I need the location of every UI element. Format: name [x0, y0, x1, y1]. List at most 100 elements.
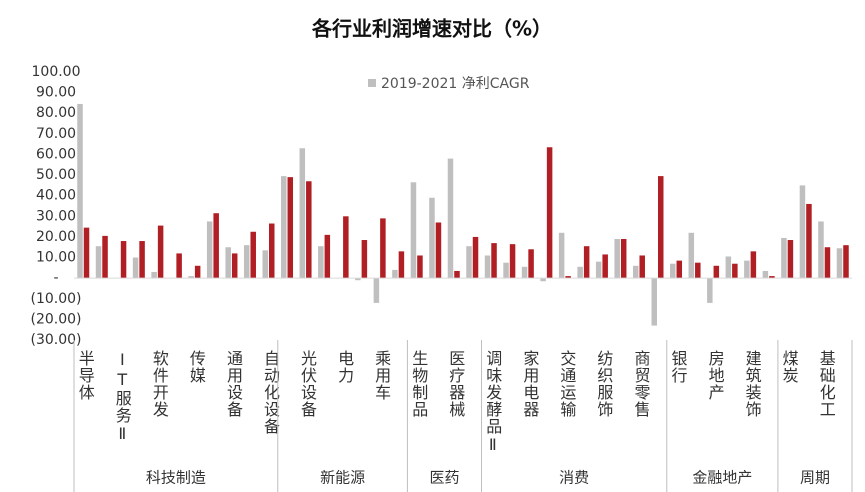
bar — [132, 257, 139, 279]
bar — [398, 251, 405, 279]
x-tick-label: 家用电器 — [520, 350, 539, 418]
bar — [614, 238, 620, 279]
bar — [213, 213, 219, 279]
bar — [380, 218, 386, 279]
bar — [595, 261, 602, 279]
legend-swatch — [368, 79, 376, 87]
bar — [410, 182, 417, 279]
bar — [521, 266, 528, 279]
y-tick-label: (30.00) — [30, 332, 81, 348]
legend-label: 2019-2021 净利CAGR — [381, 76, 530, 92]
x-tick-label: 乘用车 — [372, 350, 391, 401]
bar — [287, 177, 294, 279]
bar — [732, 263, 738, 279]
bar — [546, 147, 553, 279]
bar — [781, 237, 787, 279]
bar — [77, 103, 83, 279]
x-tick-label: 光伏设备 — [298, 350, 317, 418]
y-tick-label: 20.00 — [36, 229, 76, 245]
bar — [176, 253, 182, 279]
bar — [139, 241, 145, 279]
bar — [836, 248, 843, 279]
bar — [435, 222, 442, 279]
bar — [787, 240, 794, 279]
bar — [620, 238, 627, 279]
bar — [188, 276, 194, 279]
y-tick-label: 80.00 — [36, 105, 76, 121]
x-tick-label: 基础化工 — [817, 350, 836, 418]
group-label: 科技制造 — [146, 469, 206, 487]
bar — [206, 221, 213, 279]
bar — [318, 246, 324, 279]
y-tick-label: 30.00 — [36, 208, 76, 224]
bar — [151, 271, 157, 279]
x-tick-label: 银行 — [669, 350, 688, 384]
bar — [392, 269, 398, 279]
bar — [744, 260, 750, 279]
bar — [472, 236, 479, 279]
bar — [713, 265, 720, 279]
bar — [676, 260, 683, 279]
bar — [250, 231, 256, 279]
group-label: 医药 — [429, 469, 459, 487]
bar — [824, 247, 831, 279]
bar — [509, 244, 516, 279]
bar — [157, 225, 164, 279]
bar — [658, 176, 664, 279]
bar — [818, 221, 824, 279]
bar — [558, 232, 565, 279]
x-tick-label: 半导体 — [76, 350, 95, 401]
y-tick-label: 90.00 — [36, 85, 76, 101]
bar — [707, 278, 713, 303]
bar — [565, 276, 571, 279]
bar — [225, 247, 231, 279]
x-tick-label: 调味发酵品Ⅱ — [483, 350, 502, 455]
bar — [725, 256, 732, 279]
x-tick-label: 建筑装饰 — [743, 350, 762, 418]
bar — [269, 223, 275, 279]
y-tick-label: 100.00 — [32, 64, 81, 80]
bar — [632, 265, 639, 279]
bar — [299, 148, 306, 279]
bar — [670, 263, 676, 279]
bar — [243, 245, 250, 279]
x-tick-label: 自动化设备 — [261, 350, 280, 435]
bar — [695, 262, 701, 279]
bar — [102, 235, 108, 279]
bar — [355, 278, 361, 281]
bar — [447, 158, 454, 279]
bar — [83, 227, 90, 279]
bar — [602, 254, 608, 279]
bar — [361, 240, 368, 279]
group-label: 消费 — [559, 469, 589, 487]
group-label: 新能源 — [320, 469, 365, 487]
bar — [651, 278, 657, 326]
bar — [540, 278, 546, 282]
x-tick-label: 医疗器械 — [446, 350, 465, 418]
bar — [231, 253, 238, 279]
bar — [843, 245, 849, 279]
bar — [95, 246, 102, 279]
bar — [429, 197, 435, 279]
bar — [454, 270, 460, 279]
bar — [324, 234, 331, 279]
y-tick-label: (20.00) — [30, 311, 81, 327]
bar — [491, 243, 497, 279]
y-tick-label: (10.00) — [30, 291, 81, 307]
chart-title: 各行业利润增速对比（%） — [311, 17, 552, 41]
bar — [750, 251, 757, 279]
bar — [769, 276, 775, 279]
bar — [799, 185, 806, 279]
bar — [120, 241, 127, 279]
bar — [762, 270, 769, 279]
x-tick-label: IT服务Ⅱ — [113, 350, 132, 444]
x-tick-label: 通用设备 — [224, 350, 243, 418]
bar — [194, 265, 201, 279]
bar — [306, 181, 312, 279]
x-tick-label: 纺织服饰 — [594, 350, 613, 418]
bar — [484, 255, 491, 279]
group-label: 周期 — [800, 469, 830, 487]
x-tick-label: 商贸零售 — [631, 350, 650, 418]
y-tick-label: 60.00 — [36, 146, 76, 162]
